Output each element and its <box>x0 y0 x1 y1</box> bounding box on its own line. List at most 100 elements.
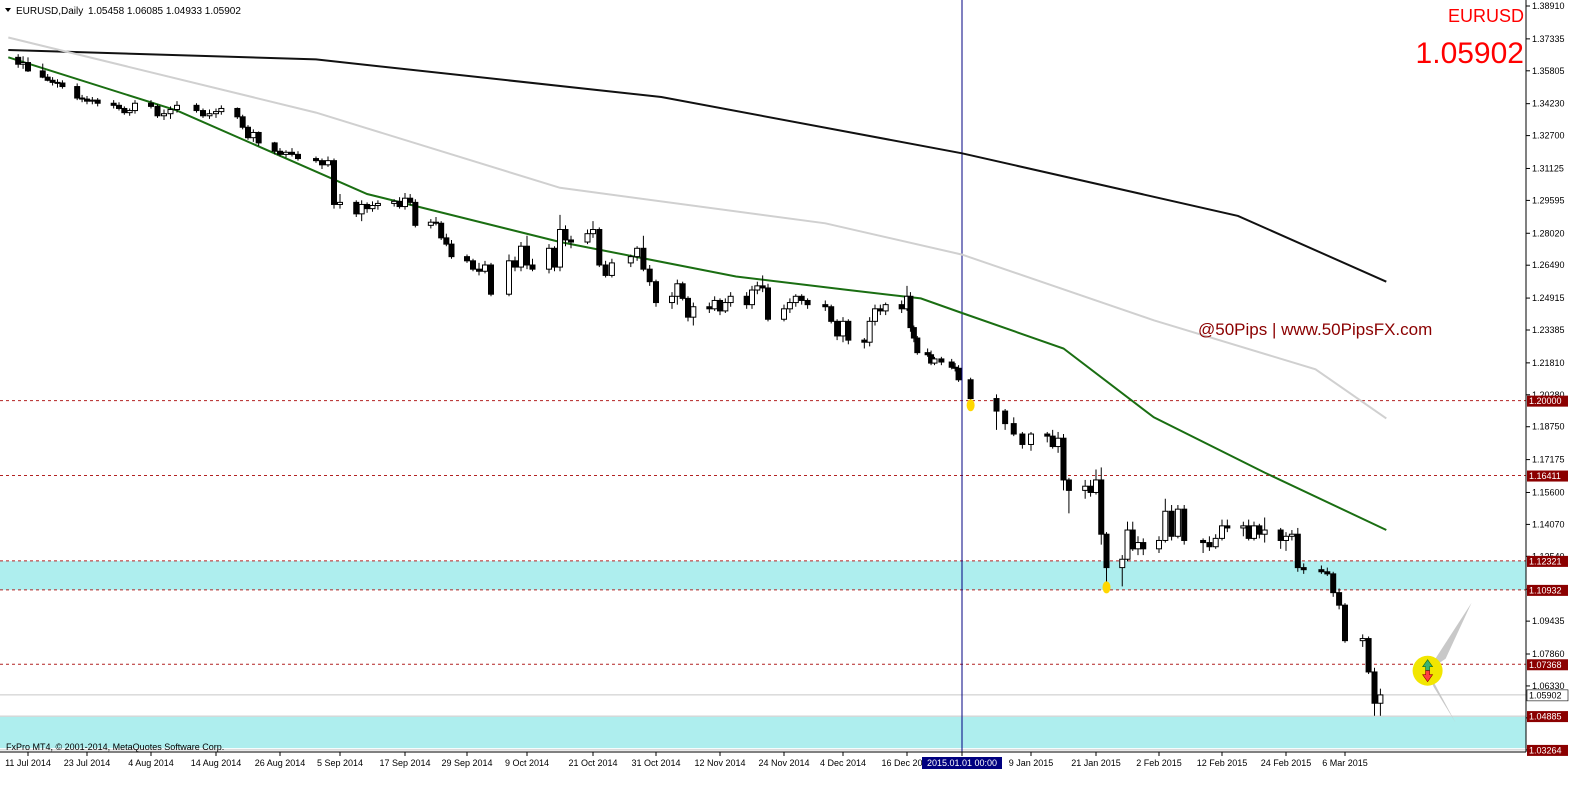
candle[interactable] <box>277 148 283 157</box>
candle[interactable] <box>438 221 445 240</box>
candle[interactable] <box>798 294 805 305</box>
candle[interactable] <box>679 281 686 301</box>
candle[interactable] <box>529 258 536 272</box>
candle[interactable] <box>369 201 376 212</box>
candle[interactable] <box>470 258 476 272</box>
candle[interactable] <box>1359 634 1366 647</box>
candle[interactable] <box>1224 519 1231 533</box>
candle[interactable] <box>1174 504 1181 539</box>
candle[interactable] <box>358 200 365 222</box>
candle[interactable] <box>132 100 138 114</box>
candle[interactable] <box>948 358 955 370</box>
candle[interactable] <box>1168 504 1175 541</box>
candle[interactable] <box>325 156 331 167</box>
candle[interactable] <box>866 317 873 347</box>
candle[interactable] <box>110 100 117 109</box>
candle[interactable] <box>174 101 180 113</box>
candle[interactable] <box>1371 667 1378 716</box>
candle[interactable] <box>1162 498 1169 543</box>
candle[interactable] <box>640 235 647 272</box>
candle[interactable] <box>1119 555 1126 587</box>
candle[interactable] <box>255 131 262 147</box>
candle[interactable] <box>1103 532 1110 589</box>
triangle-down-icon[interactable] <box>5 8 11 12</box>
candle[interactable] <box>1212 534 1219 549</box>
candle[interactable] <box>488 262 494 297</box>
candle[interactable] <box>722 298 729 313</box>
candle[interactable] <box>907 292 914 332</box>
candle[interactable] <box>1129 521 1136 551</box>
candle[interactable] <box>407 194 414 206</box>
candle[interactable] <box>804 298 811 309</box>
candle[interactable] <box>834 319 841 341</box>
candle[interactable] <box>749 285 755 309</box>
candle[interactable] <box>910 325 917 343</box>
candle[interactable] <box>319 158 325 169</box>
candle[interactable] <box>786 298 793 313</box>
candle[interactable] <box>239 114 246 130</box>
candle[interactable] <box>506 254 512 297</box>
candle[interactable] <box>200 108 206 118</box>
candle[interactable] <box>685 296 691 322</box>
candle[interactable] <box>1261 517 1268 543</box>
candle[interactable] <box>283 150 289 158</box>
candle[interactable] <box>765 283 771 322</box>
candle[interactable] <box>882 302 889 316</box>
candle[interactable] <box>1288 530 1295 541</box>
candle[interactable] <box>1277 527 1284 549</box>
candle[interactable] <box>828 304 835 324</box>
candle[interactable] <box>562 225 569 247</box>
candle[interactable] <box>1377 688 1384 716</box>
candle[interactable] <box>154 104 161 118</box>
support-zone[interactable] <box>0 560 1526 590</box>
candle[interactable] <box>608 258 615 278</box>
candle[interactable] <box>524 235 530 270</box>
candle[interactable] <box>331 158 337 209</box>
candle[interactable] <box>337 194 343 209</box>
candle[interactable] <box>584 229 591 245</box>
candle[interactable] <box>15 54 22 68</box>
candle[interactable] <box>245 125 251 140</box>
candle[interactable] <box>1300 563 1307 574</box>
candle[interactable] <box>993 394 1000 430</box>
candle[interactable] <box>634 246 641 261</box>
candle[interactable] <box>1336 588 1343 610</box>
candle[interactable] <box>1200 538 1207 553</box>
candle[interactable] <box>967 377 974 401</box>
candle[interactable] <box>690 302 697 326</box>
candle[interactable] <box>931 356 938 366</box>
candle[interactable] <box>167 106 174 119</box>
candle[interactable] <box>206 109 213 119</box>
candle[interactable] <box>234 107 241 119</box>
candle[interactable] <box>79 94 86 103</box>
candle[interactable] <box>1294 527 1301 572</box>
candle[interactable] <box>1283 532 1289 551</box>
candle[interactable] <box>727 292 734 307</box>
candle[interactable] <box>476 262 482 276</box>
candle[interactable] <box>218 105 225 115</box>
candle[interactable] <box>512 256 518 272</box>
candle[interactable] <box>443 233 450 247</box>
candle[interactable] <box>669 292 675 309</box>
candle[interactable] <box>59 80 66 89</box>
candle[interactable] <box>25 57 31 72</box>
candle[interactable] <box>49 77 56 86</box>
candle[interactable] <box>1044 431 1051 443</box>
candle[interactable] <box>1342 603 1348 643</box>
candle[interactable] <box>781 304 787 322</box>
candle[interactable] <box>116 102 122 111</box>
candle[interactable] <box>126 108 133 116</box>
candle[interactable] <box>427 219 434 229</box>
candle[interactable] <box>193 103 200 113</box>
candle[interactable] <box>1019 431 1026 449</box>
support-zone[interactable] <box>0 716 1526 749</box>
candle[interactable] <box>924 348 931 357</box>
candle[interactable] <box>44 74 51 82</box>
candle[interactable] <box>295 151 301 161</box>
candle[interactable] <box>952 363 959 372</box>
candle[interactable] <box>1219 519 1225 541</box>
candle[interactable] <box>792 294 799 307</box>
candle[interactable] <box>1206 536 1213 551</box>
candle[interactable] <box>653 279 659 307</box>
